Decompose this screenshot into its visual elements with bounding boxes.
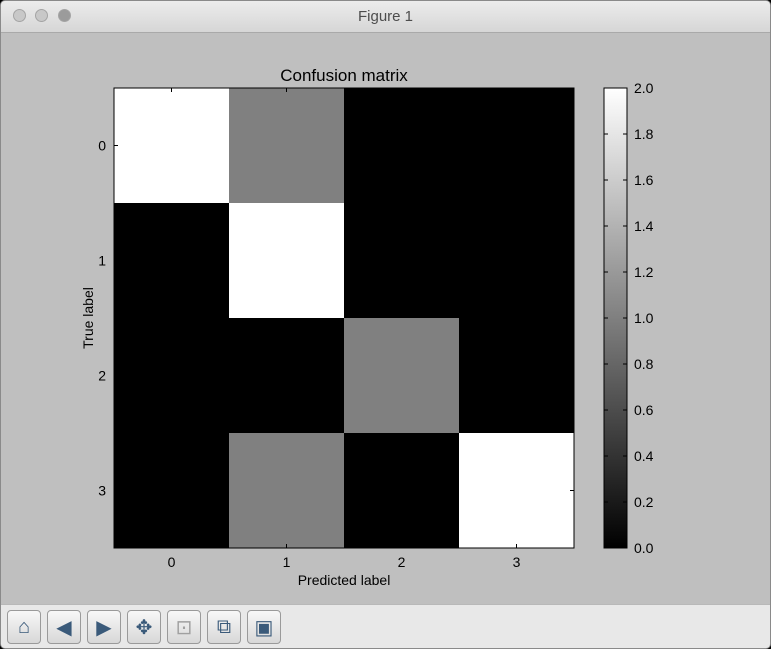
chart-title: Confusion matrix <box>280 66 408 85</box>
y-tick-label: 3 <box>98 483 106 499</box>
home-icon: ⌂ <box>17 615 31 638</box>
y-axis-label: True label <box>80 287 96 349</box>
heatmap-cell <box>344 433 460 549</box>
save-icon: ▣ <box>254 616 274 639</box>
heatmap-cell <box>459 318 575 434</box>
heatmap-cell <box>459 88 575 204</box>
colorbar-tick-label: 1.8 <box>634 126 654 142</box>
axes-frame <box>113 87 575 549</box>
forward-icon: ▶ <box>96 616 112 639</box>
heatmap-cell <box>114 318 230 434</box>
save-button[interactable]: ▣ <box>247 610 281 644</box>
close-button[interactable] <box>13 9 26 22</box>
colorbar-tick-label: 1.4 <box>634 218 654 234</box>
zoom-button[interactable]: ⊡ <box>167 610 201 644</box>
colorbar-tick-label: 1.6 <box>634 172 654 188</box>
pan-button[interactable]: ✥ <box>127 610 161 644</box>
y-tick-label: 0 <box>98 138 106 154</box>
colorbar-tick-label: 0.0 <box>634 540 654 556</box>
colorbar-tick-label: 2.0 <box>634 80 654 96</box>
y-tick-label: 1 <box>98 253 106 269</box>
heatmap-cell <box>344 203 460 319</box>
x-tick-label: 0 <box>168 554 176 570</box>
x-axis-label: Predicted label <box>298 572 391 588</box>
x-tick-label: 3 <box>513 554 521 570</box>
pan-icon: ✥ <box>135 616 153 639</box>
colorbar-tick-label: 0.8 <box>634 356 654 372</box>
title-bar: Figure 1 <box>1 1 770 33</box>
zoom-icon: ⊡ <box>175 616 193 639</box>
heatmap-cell <box>114 88 230 204</box>
back-icon: ◀ <box>56 616 72 639</box>
maximize-button[interactable] <box>58 9 71 22</box>
colorbar-tick-label: 0.6 <box>634 402 654 418</box>
x-tick-label: 2 <box>398 554 406 570</box>
heatmap-cell <box>114 433 230 549</box>
forward-button[interactable]: ▶ <box>87 610 121 644</box>
colorbar-tick-label: 0.2 <box>634 494 654 510</box>
home-button[interactable]: ⌂ <box>7 610 41 644</box>
plot-area: 0 1 2 3 0 1 2 3 Confusion matrix Predicted labe… <box>1 33 770 603</box>
toolbar: ⌂ ◀ ▶ ✥ ⊡ ⧉ ▣ <box>1 604 770 648</box>
heatmap-cell <box>114 203 230 319</box>
colorbar-tick-label: 1.2 <box>634 264 654 280</box>
colorbar-tick-label: 0.4 <box>634 448 654 464</box>
heatmap-cell <box>459 203 575 319</box>
heatmap-cell <box>344 88 460 204</box>
window-title: Figure 1 <box>357 8 414 25</box>
heatmap-cell <box>344 318 460 434</box>
heatmap-cell <box>229 318 345 434</box>
confusion-matrix-chart: 0 1 2 3 0 1 2 3 Confusion matrix Predicted labe… <box>80 66 654 588</box>
heatmap-cell <box>459 433 575 549</box>
minimize-button[interactable] <box>35 9 48 22</box>
x-tick-label: 1 <box>283 554 291 570</box>
subplots-icon: ⧉ <box>216 615 232 638</box>
heatmap-cell <box>229 203 345 319</box>
subplots-button[interactable]: ⧉ <box>207 610 241 644</box>
heatmap-cell <box>229 433 345 549</box>
y-tick-label: 2 <box>98 368 106 384</box>
heatmap-cell <box>229 88 345 204</box>
back-button[interactable]: ◀ <box>47 610 81 644</box>
colorbar-tick-label: 1.0 <box>634 310 654 326</box>
